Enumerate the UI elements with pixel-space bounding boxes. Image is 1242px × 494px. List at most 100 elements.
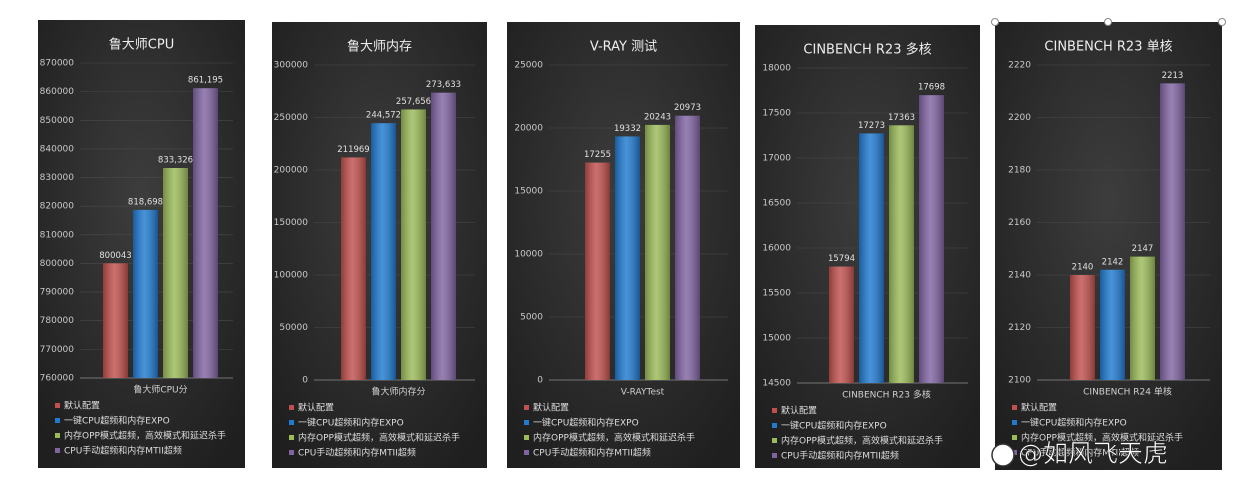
legend-label: 一键CPU超频和内存EXPO bbox=[533, 417, 639, 429]
bar-shine bbox=[829, 266, 854, 383]
legend-label: 内存OPP模式超频，高效模式和延迟杀手 bbox=[1021, 432, 1183, 444]
bar-shine bbox=[615, 136, 640, 380]
y-tick-label: 2100 bbox=[1008, 376, 1031, 386]
y-tick-label: 860000 bbox=[40, 87, 75, 97]
legend-marker bbox=[289, 420, 294, 425]
legend-label: 内存OPP模式超频，高效模式和延迟杀手 bbox=[533, 432, 695, 444]
legend-marker bbox=[55, 448, 60, 453]
y-tick-label: 150000 bbox=[274, 218, 309, 228]
bar-shine bbox=[431, 92, 456, 380]
y-tick-label: 17000 bbox=[762, 154, 791, 164]
y-tick-label: 15000 bbox=[514, 187, 543, 197]
y-tick-label: 2180 bbox=[1008, 166, 1031, 176]
legend-label: 一键CPU超频和内存EXPO bbox=[781, 420, 887, 432]
x-tick-label: V-RAYTest bbox=[621, 388, 665, 398]
y-tick-label: 800000 bbox=[40, 259, 75, 269]
value-label: 19332 bbox=[614, 124, 641, 134]
bar-shine bbox=[919, 95, 944, 384]
value-label: 17363 bbox=[888, 113, 915, 123]
value-label: 20243 bbox=[644, 112, 671, 122]
y-tick-label: 16000 bbox=[762, 244, 791, 254]
x-tick-label: CINBENCH R24 单核 bbox=[1083, 386, 1172, 398]
legend-label: CPU手动超频和内存MTII超频 bbox=[1021, 447, 1139, 459]
value-label: 2213 bbox=[1162, 71, 1184, 81]
charts: 鲁大师CPU 760000 770000 780000 790000 800000 8100… bbox=[38, 20, 1222, 470]
y-tick-label: 830000 bbox=[40, 173, 75, 183]
legend-marker bbox=[55, 418, 60, 423]
value-label: 273,633 bbox=[426, 80, 461, 90]
legend-label: 一键CPU超频和内存EXPO bbox=[298, 417, 404, 429]
chart-title: CINBENCH R23 多核 bbox=[803, 42, 931, 58]
value-label: 818,698 bbox=[128, 197, 163, 207]
handle bbox=[1218, 18, 1226, 26]
y-tick-label: 18000 bbox=[762, 64, 791, 74]
legend-marker bbox=[1012, 435, 1017, 440]
y-tick-label: 2220 bbox=[1008, 61, 1031, 71]
bar-shine bbox=[889, 125, 914, 383]
y-tick-label: 200000 bbox=[274, 166, 309, 176]
handle bbox=[1104, 18, 1112, 26]
legend-marker bbox=[289, 435, 294, 440]
y-tick-label: 2140 bbox=[1008, 271, 1031, 281]
legend-label: 默认配置 bbox=[781, 405, 817, 417]
y-tick-label: 15000 bbox=[762, 334, 791, 344]
value-label: 257,656 bbox=[396, 97, 431, 107]
bar-shine bbox=[585, 162, 610, 380]
bar-shine bbox=[163, 168, 188, 378]
legend-marker bbox=[524, 420, 529, 425]
legend-label: 默认配置 bbox=[1021, 402, 1057, 414]
bar-shine bbox=[341, 157, 366, 380]
legend-label: 内存OPP模式超频，高效模式和延迟杀手 bbox=[298, 432, 460, 444]
value-label: 17273 bbox=[858, 121, 885, 131]
legend-label: CPU手动超频和内存MTII超频 bbox=[781, 450, 899, 462]
chart-title: CINBENCH R23 单核 bbox=[1044, 40, 1172, 55]
legend-label: CPU手动超频和内存MTII超频 bbox=[533, 447, 651, 459]
chart-title: 鲁大师CPU bbox=[109, 38, 174, 53]
value-label: 20973 bbox=[674, 103, 701, 113]
legend-label: 默认配置 bbox=[64, 400, 100, 412]
y-tick-label: 770000 bbox=[40, 345, 75, 355]
x-tick-label: 鲁大师CPU分 bbox=[133, 384, 187, 396]
legend-marker bbox=[772, 453, 777, 458]
bar-shine bbox=[1100, 269, 1125, 380]
y-tick-label: 20000 bbox=[514, 124, 543, 134]
y-tick-label: 50000 bbox=[279, 323, 308, 333]
bar-shine bbox=[103, 263, 128, 378]
value-label: 833,326 bbox=[158, 156, 193, 166]
legend-marker bbox=[524, 435, 529, 440]
value-label: 2140 bbox=[1072, 263, 1094, 273]
y-tick-label: 810000 bbox=[40, 230, 75, 240]
value-label: 861,195 bbox=[188, 76, 223, 86]
bar-shine bbox=[1160, 83, 1185, 380]
y-tick-label: 300000 bbox=[274, 61, 309, 71]
legend-marker bbox=[1012, 405, 1017, 410]
legend-marker bbox=[1012, 450, 1017, 455]
y-tick-label: 760000 bbox=[40, 374, 75, 384]
legend-label: 默认配置 bbox=[533, 402, 569, 414]
y-tick-label: 0 bbox=[537, 376, 543, 386]
bar-shine bbox=[1070, 275, 1095, 380]
legend-marker bbox=[55, 433, 60, 438]
value-label: 2142 bbox=[1102, 257, 1124, 267]
x-tick-label: 鲁大师内存分 bbox=[371, 386, 425, 398]
y-tick-label: 0 bbox=[302, 376, 308, 386]
chart-title: 鲁大师内存 bbox=[347, 39, 412, 55]
bar-shine bbox=[645, 124, 670, 380]
handle bbox=[991, 18, 999, 26]
value-label: 800043 bbox=[99, 251, 131, 261]
y-tick-label: 780000 bbox=[40, 316, 75, 326]
value-label: 211969 bbox=[337, 145, 369, 155]
y-tick-label: 820000 bbox=[40, 202, 75, 212]
value-label: 17698 bbox=[918, 83, 945, 93]
watermark-logo bbox=[991, 443, 1015, 467]
watermark: @如风飞天虎 bbox=[1018, 439, 1168, 468]
legend-marker bbox=[524, 450, 529, 455]
y-tick-label: 2160 bbox=[1008, 218, 1031, 228]
value-label: 2147 bbox=[1132, 244, 1154, 254]
legend-label: 内存OPP模式超频，高效模式和延迟杀手 bbox=[64, 430, 226, 442]
legend-label: 内存OPP模式超频，高效模式和延迟杀手 bbox=[781, 435, 943, 447]
value-label: 244,572 bbox=[366, 111, 401, 121]
chart-title: V-RAY 测试 bbox=[590, 40, 657, 55]
y-tick-label: 5000 bbox=[520, 313, 543, 323]
